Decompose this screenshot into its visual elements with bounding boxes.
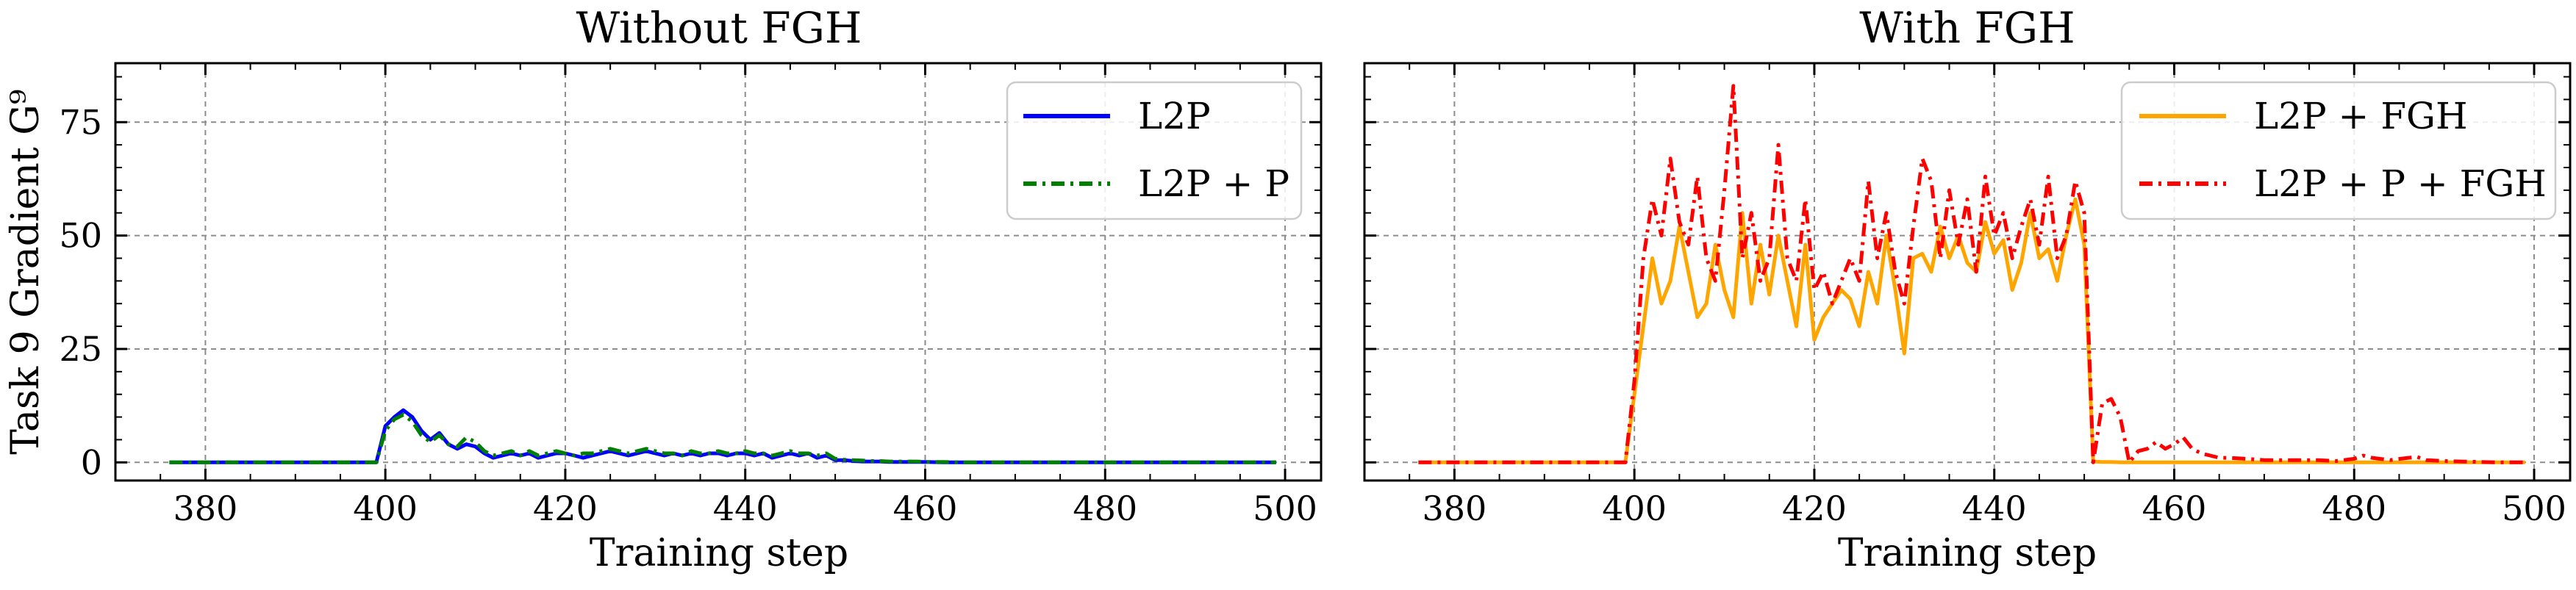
x-tick-label: 460 bbox=[2142, 489, 2207, 528]
y-axis-label: Task 9 Gradient G⁹ bbox=[4, 89, 48, 454]
panel-without-fgh: Without FGH 380 400 420 440 460 480 500 0 25 50 75… bbox=[4, 3, 1323, 575]
y-tick-label: 25 bbox=[59, 329, 102, 369]
x-tick-label: 500 bbox=[2502, 489, 2566, 528]
legend-label-l2p: L2P bbox=[1138, 95, 1211, 137]
x-tick-label: 400 bbox=[1602, 489, 1667, 528]
x-tick-label: 380 bbox=[1422, 489, 1486, 528]
legend: L2P L2P + P bbox=[1006, 81, 1303, 220]
panel-title: With FGH bbox=[1859, 3, 2075, 53]
y-tick-label: 75 bbox=[59, 102, 102, 142]
ticks: 380 400 420 440 460 480 500 bbox=[1364, 63, 2570, 528]
legend-label-l2p-fgh: L2P + FGH bbox=[2254, 95, 2468, 137]
ticks: 380 400 420 440 460 480 500 0 25 50 75 bbox=[59, 63, 1321, 528]
x-tick-label: 380 bbox=[173, 489, 237, 528]
series-line-l2p bbox=[169, 408, 1276, 464]
x-tick-label: 420 bbox=[1782, 489, 1847, 528]
x-tick-label: 480 bbox=[2322, 489, 2386, 528]
series-line-l2p-p-fgh bbox=[1418, 84, 2525, 464]
legend-label-l2p-p-fgh: L2P + P + FGH bbox=[2254, 162, 2547, 205]
axes-frame bbox=[1363, 62, 2572, 482]
y-tick-label: 0 bbox=[81, 442, 102, 482]
axes-frame bbox=[114, 62, 1323, 482]
legend: L2P + FGH L2P + P + FGH bbox=[2120, 81, 2557, 220]
series-group bbox=[1418, 84, 2525, 464]
x-tick-label: 440 bbox=[713, 489, 778, 528]
x-tick-label: 500 bbox=[1253, 489, 1317, 528]
series-group bbox=[169, 408, 1276, 464]
x-axis-label: Training step bbox=[1838, 531, 2097, 575]
panel-title: Without FGH bbox=[576, 3, 862, 53]
x-tick-label: 420 bbox=[533, 489, 598, 528]
x-tick-label: 480 bbox=[1073, 489, 1137, 528]
x-tick-label: 400 bbox=[353, 489, 418, 528]
legend-label-l2p-p: L2P + P bbox=[1138, 162, 1289, 205]
x-axis-label: Training step bbox=[590, 531, 848, 575]
series-line-l2p-fgh bbox=[1418, 197, 2525, 464]
y-tick-label: 50 bbox=[59, 216, 102, 256]
panel-with-fgh: With FGH 380 400 420 440 460 480 500 Training … bbox=[1363, 3, 2572, 575]
legend-box bbox=[2120, 81, 2557, 220]
x-tick-label: 440 bbox=[1962, 489, 2027, 528]
x-tick-label: 460 bbox=[893, 489, 958, 528]
